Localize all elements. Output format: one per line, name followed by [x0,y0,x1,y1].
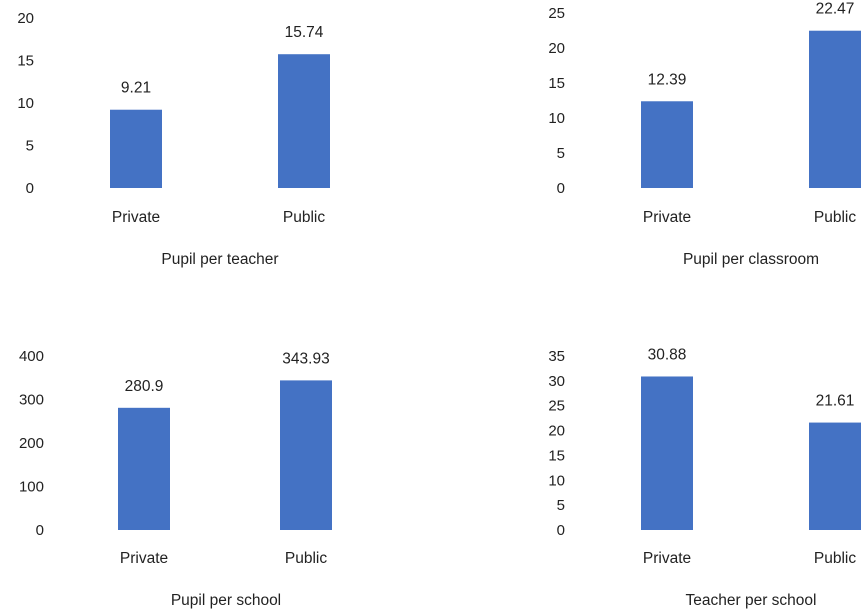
chart-4-category-label-public: Public [814,550,856,567]
chart-4-y-tick-label: 0 [557,522,565,539]
chart-1-y-tick-label: 10 [17,95,34,112]
chart-2-y-tick-label: 0 [557,180,565,197]
chart-2-bar-private [641,101,693,188]
chart-2-data-label-private: 12.39 [648,71,687,88]
chart-1-data-label-public: 15.74 [285,24,324,41]
chart-4-y-tick-label: 5 [557,497,565,514]
chart-3-data-label-private: 280.9 [125,378,164,395]
chart-3-bar-public [280,380,332,530]
chart-1-category-label-public: Public [283,209,325,226]
chart-3-y-tick-label: 300 [19,392,44,409]
chart-3-title: Pupil per school [171,592,281,609]
chart-2-title: Pupil per classroom [683,251,819,268]
chart-2-y-tick-label: 20 [548,40,565,57]
chart-4-y-tick-label: 30 [548,373,565,390]
chart-3-y-tick-label: 200 [19,435,44,452]
chart-2-category-label-public: Public [814,209,856,226]
chart-2-y-tick-label: 15 [548,75,565,92]
chart-4-title: Teacher per school [686,592,817,609]
chart-4-category-label-private: Private [643,550,691,567]
chart-3-y-tick-label: 100 [19,479,44,496]
chart-3-data-label-public: 343.93 [282,350,329,367]
chart-1-data-label-private: 9.21 [121,80,151,97]
chart-1-y-tick-label: 5 [26,138,34,155]
chart-4-y-tick-label: 20 [548,423,565,440]
chart-1-bar-public [278,54,330,188]
chart-1-bar-private [110,110,162,188]
chart-2-y-tick-label: 10 [548,110,565,127]
chart-2-data-label-public: 22.47 [816,1,855,18]
chart-1-y-tick-label: 0 [26,180,34,197]
chart-2-bar-public [809,31,861,188]
chart-4-y-tick-label: 10 [548,472,565,489]
chart-4-y-tick-label: 35 [548,348,565,365]
chart-3-y-tick-label: 0 [36,522,44,539]
chart-1-title: Pupil per teacher [161,251,278,268]
chart-2-y-tick-label: 5 [557,145,565,162]
chart-2-y-tick-label: 25 [548,5,565,22]
chart-4-data-label-public: 21.61 [816,393,855,410]
chart-1-y-tick-label: 15 [17,53,34,70]
chart-2-category-label-private: Private [643,209,691,226]
chart-4-y-tick-label: 15 [548,447,565,464]
chart-4-bar-public [809,423,861,530]
chart-4-data-label-private: 30.88 [648,346,687,363]
chart-1-y-tick-label: 20 [17,10,34,27]
chart-1-category-label-private: Private [112,209,160,226]
chart-4-bar-private [641,376,693,530]
chart-3-category-label-public: Public [285,550,327,567]
chart-3-y-tick-label: 400 [19,348,44,365]
chart-3-category-label-private: Private [120,550,168,567]
chart-4-y-tick-label: 25 [548,398,565,415]
chart-3-bar-private [118,408,170,530]
